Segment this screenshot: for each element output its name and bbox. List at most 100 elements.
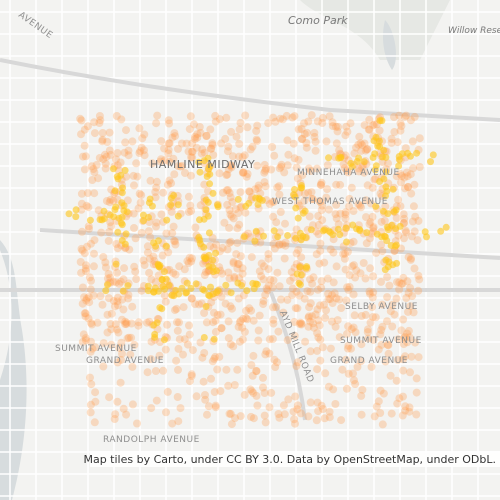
dot [372,402,381,411]
dot [264,281,273,290]
dot [357,146,366,155]
dot [311,310,320,319]
dot [277,160,286,169]
dot [396,170,405,178]
dot [110,415,119,423]
dot [326,295,335,304]
dot [368,212,377,221]
dot [128,400,137,409]
dot [83,122,92,131]
dot [369,121,377,130]
dot [384,159,392,168]
dot [171,270,180,279]
dot [77,189,86,198]
dot [207,298,216,307]
dot [94,174,103,183]
dot [238,269,247,278]
dot [269,319,278,328]
dot [316,181,325,190]
dot [247,387,256,396]
dot [106,211,114,219]
dot [185,330,194,339]
dot [292,204,300,212]
dot [268,283,277,292]
dot [400,173,409,182]
dot [251,185,260,194]
dot [387,134,396,143]
dot [193,130,202,139]
dot [205,165,213,173]
dot [145,268,154,277]
dot [319,227,327,235]
dot [170,236,179,245]
dot [349,261,358,270]
dot [164,116,173,125]
dot [239,168,248,177]
dot [174,201,182,209]
dot [323,161,332,170]
dot [366,318,375,327]
dot [407,189,416,198]
dot [383,273,392,282]
dot [181,169,189,177]
dot [389,185,397,193]
dot [322,306,330,315]
dot [397,279,406,288]
dot [106,195,115,204]
dot [411,212,420,221]
dot [402,168,411,177]
dot [84,314,93,323]
dot [382,256,390,264]
dot [129,209,138,218]
dot [415,163,424,171]
dot [396,126,405,135]
dot [339,160,348,169]
dot [118,189,126,197]
dot [158,251,167,260]
dot [307,226,315,234]
dot [111,320,120,329]
dot [320,414,329,423]
dot [122,126,130,135]
dot [167,179,176,188]
dot [335,295,344,304]
dot [407,352,416,361]
dot [296,318,305,327]
dot [186,201,195,210]
dot [165,176,174,185]
dot [186,112,195,121]
dot [95,119,104,127]
dot [242,306,251,315]
dot [245,187,254,196]
dot [187,207,196,215]
dot [407,232,416,241]
dot [114,228,122,236]
dot [259,275,268,284]
dot [302,264,310,272]
dot [161,297,170,306]
dot [103,310,112,319]
dot [174,212,182,220]
dot [210,308,218,317]
dot [379,207,387,215]
dot [310,132,319,141]
dot [245,304,254,313]
dot [348,163,356,171]
dot [164,146,173,154]
dot [329,278,338,287]
dot [309,319,318,328]
dot [215,115,224,124]
dot [236,316,245,325]
dot [293,304,302,313]
dot [265,349,274,358]
dot [78,283,87,292]
dot [179,350,187,359]
dot [304,322,313,331]
dot [81,309,90,318]
dot [298,171,307,180]
dot [315,321,324,330]
dot [269,276,278,285]
dot [211,111,220,120]
dot [344,322,353,331]
dot [403,338,412,347]
